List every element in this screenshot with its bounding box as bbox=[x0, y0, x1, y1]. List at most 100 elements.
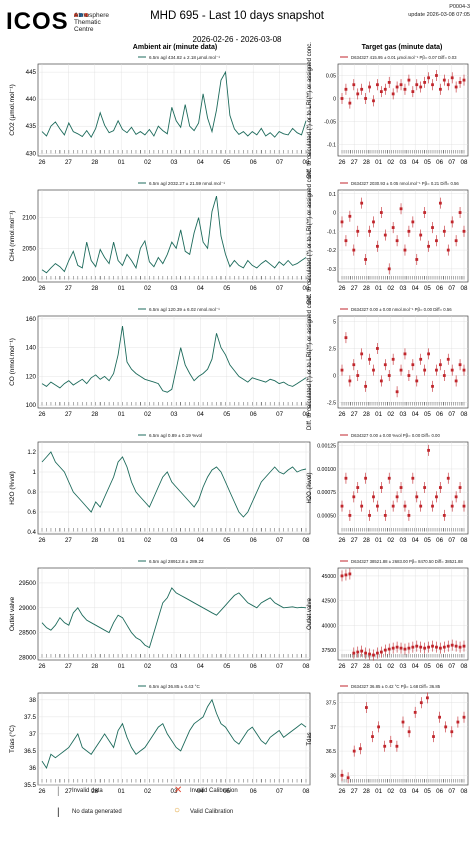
y-tick-label: 0 bbox=[333, 374, 336, 380]
x-tick-label: 27 bbox=[351, 663, 358, 670]
data-point bbox=[399, 646, 403, 650]
data-point bbox=[364, 476, 368, 480]
valid-calibration-label: Valid Calibration bbox=[190, 809, 234, 815]
x-tick-label: 03 bbox=[400, 285, 407, 292]
x-tick-label: 07 bbox=[448, 663, 455, 670]
x-tick-label: 05 bbox=[223, 537, 230, 544]
data-point bbox=[383, 744, 387, 748]
x-tick-label: 07 bbox=[276, 285, 283, 292]
data-point bbox=[360, 352, 364, 356]
y-axis-label: CH4 (nmol.mol⁻¹) bbox=[9, 210, 16, 261]
data-point bbox=[340, 504, 344, 508]
y-axis-label: Tdas bbox=[307, 732, 313, 745]
invalid-calibration-icon: ✕ bbox=[174, 785, 183, 796]
data-point bbox=[407, 78, 411, 82]
y-tick-label: 36 bbox=[29, 765, 36, 772]
x-tick-label: 28 bbox=[91, 159, 98, 166]
series-line bbox=[41, 698, 307, 770]
data-point bbox=[427, 76, 430, 80]
x-tick-label: 05 bbox=[424, 537, 431, 544]
x-tick-label: 03 bbox=[400, 411, 407, 418]
x-tick-label: 27 bbox=[351, 159, 358, 166]
date-range: 2026-02-26 - 2026-03-08 bbox=[192, 35, 282, 44]
logo-text: ICOS bbox=[6, 8, 69, 35]
x-tick-label: 26 bbox=[39, 285, 46, 292]
x-tick-label: 02 bbox=[144, 788, 151, 795]
series-legend-text: D634327 0.00 ± 0.00 %vol Pβ= 0.00 Diff= … bbox=[351, 433, 440, 438]
data-point bbox=[456, 720, 460, 724]
data-point bbox=[431, 504, 434, 508]
data-point bbox=[427, 352, 430, 356]
x-tick-label: 07 bbox=[276, 537, 283, 544]
data-point bbox=[454, 644, 458, 648]
data-point bbox=[352, 83, 356, 87]
x-tick-label: 06 bbox=[250, 537, 257, 544]
data-point bbox=[438, 646, 442, 650]
x-tick-label: 28 bbox=[363, 537, 370, 544]
data-point bbox=[435, 495, 438, 499]
y-tick-label: 37 bbox=[29, 731, 36, 738]
y-tick-label: 37.5 bbox=[24, 714, 37, 721]
data-point bbox=[395, 645, 399, 649]
series-legend-text: D634327 0.00 ± 0.00 nmol.mol⁻¹ Pβ= 0.00 … bbox=[351, 307, 452, 312]
data-point bbox=[442, 645, 446, 649]
data-point bbox=[344, 87, 348, 91]
x-tick-label: 07 bbox=[448, 285, 455, 292]
x-tick-label: 07 bbox=[276, 663, 283, 670]
data-point bbox=[360, 649, 364, 653]
x-tick-label: 27 bbox=[351, 285, 358, 292]
x-tick-label: 26 bbox=[339, 411, 346, 418]
x-tick-label: 28 bbox=[91, 285, 98, 292]
x-tick-label: 01 bbox=[375, 788, 382, 795]
data-point bbox=[458, 645, 462, 649]
data-point bbox=[423, 81, 427, 84]
data-point bbox=[391, 226, 395, 229]
data-point bbox=[395, 85, 399, 89]
data-point bbox=[403, 647, 407, 651]
data-point bbox=[348, 101, 352, 105]
data-point bbox=[407, 646, 411, 650]
data-point bbox=[435, 239, 438, 243]
data-point bbox=[389, 740, 393, 743]
x-tick-label: 08 bbox=[303, 411, 310, 418]
data-point bbox=[403, 352, 407, 356]
x-tick-label: 08 bbox=[303, 663, 310, 670]
x-tick-label: 04 bbox=[197, 663, 204, 670]
x-tick-label: 08 bbox=[461, 285, 468, 292]
data-point bbox=[364, 97, 368, 100]
data-point bbox=[344, 336, 348, 340]
invalid-data-label: Invalid data bbox=[72, 788, 103, 794]
data-point bbox=[340, 220, 344, 224]
data-point bbox=[368, 514, 371, 517]
x-tick-label: 06 bbox=[250, 159, 257, 166]
y-tick-label: 0.00075 bbox=[317, 490, 336, 496]
logo-dots bbox=[74, 4, 89, 22]
x-tick-label: 06 bbox=[250, 411, 257, 418]
x-tick-label: 04 bbox=[412, 663, 419, 670]
x-tick-label: 06 bbox=[436, 411, 443, 418]
y-tick-label: 445 bbox=[26, 69, 37, 76]
x-tick-label: 01 bbox=[118, 411, 125, 418]
data-point bbox=[454, 85, 458, 89]
data-point bbox=[431, 226, 434, 229]
x-tick-label: 02 bbox=[387, 159, 394, 166]
data-point bbox=[387, 374, 391, 377]
series-legend-text: D634327 2030.93 ± 0.05 nmol.mol⁻¹ Pβ= 0.… bbox=[351, 181, 459, 186]
y-tick-label: 42500 bbox=[322, 599, 337, 605]
x-tick-label: 08 bbox=[461, 537, 468, 544]
update-info: P0004-3 update 2026-03-08 07:05 bbox=[408, 4, 470, 18]
x-tick-label: 06 bbox=[436, 663, 443, 670]
y-tick-label: 2050 bbox=[22, 245, 36, 252]
data-point bbox=[383, 648, 387, 652]
data-point bbox=[379, 379, 383, 383]
valid-calibration-icon: ○ bbox=[174, 805, 181, 816]
invalid-calibration-label: Invalid Calibration bbox=[190, 788, 238, 794]
data-point bbox=[352, 363, 356, 367]
x-tick-label: 03 bbox=[171, 537, 178, 544]
x-tick-label: 26 bbox=[339, 285, 346, 292]
x-tick-label: 06 bbox=[250, 663, 257, 670]
data-point bbox=[376, 504, 379, 508]
y-tick-label: 0.00125 bbox=[317, 444, 336, 450]
y-tick-label: 1 bbox=[33, 469, 37, 476]
y-axis-label: CO (nmol.mol⁻¹) bbox=[9, 338, 16, 386]
